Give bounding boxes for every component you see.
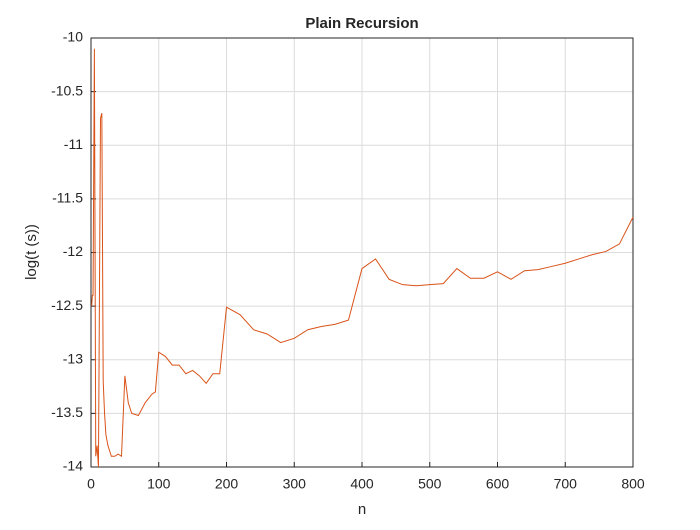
data-line [91, 48, 634, 468]
y-axis-label: log(t (s)) [23, 224, 40, 280]
x-tick-label: 600 [486, 476, 510, 492]
x-tick-label: 0 [87, 476, 95, 492]
y-tick-label: -12 [63, 243, 83, 259]
chart-title: Plain Recursion [305, 15, 418, 32]
x-tick-label: 100 [147, 476, 171, 492]
y-tick-label: -13.5 [51, 404, 83, 420]
x-axis-label: n [358, 501, 366, 518]
y-tick-label: -11.5 [52, 190, 83, 206]
y-tick-label: -14 [63, 458, 83, 474]
y-tick-label: -13 [63, 350, 83, 366]
x-tick-label: 500 [418, 476, 442, 492]
x-tick-label: 800 [621, 476, 645, 492]
x-tick-label: 200 [215, 476, 239, 492]
x-tick-label: 300 [283, 476, 307, 492]
plot-frame [90, 37, 634, 468]
y-tick-label: -10.5 [51, 82, 83, 98]
y-tick-label: -11 [64, 136, 83, 152]
x-tick-label: 700 [554, 476, 578, 492]
x-tick-label: 400 [350, 476, 374, 492]
y-tick-label: -12.5 [51, 297, 83, 313]
y-tick-label: -10 [63, 29, 83, 45]
